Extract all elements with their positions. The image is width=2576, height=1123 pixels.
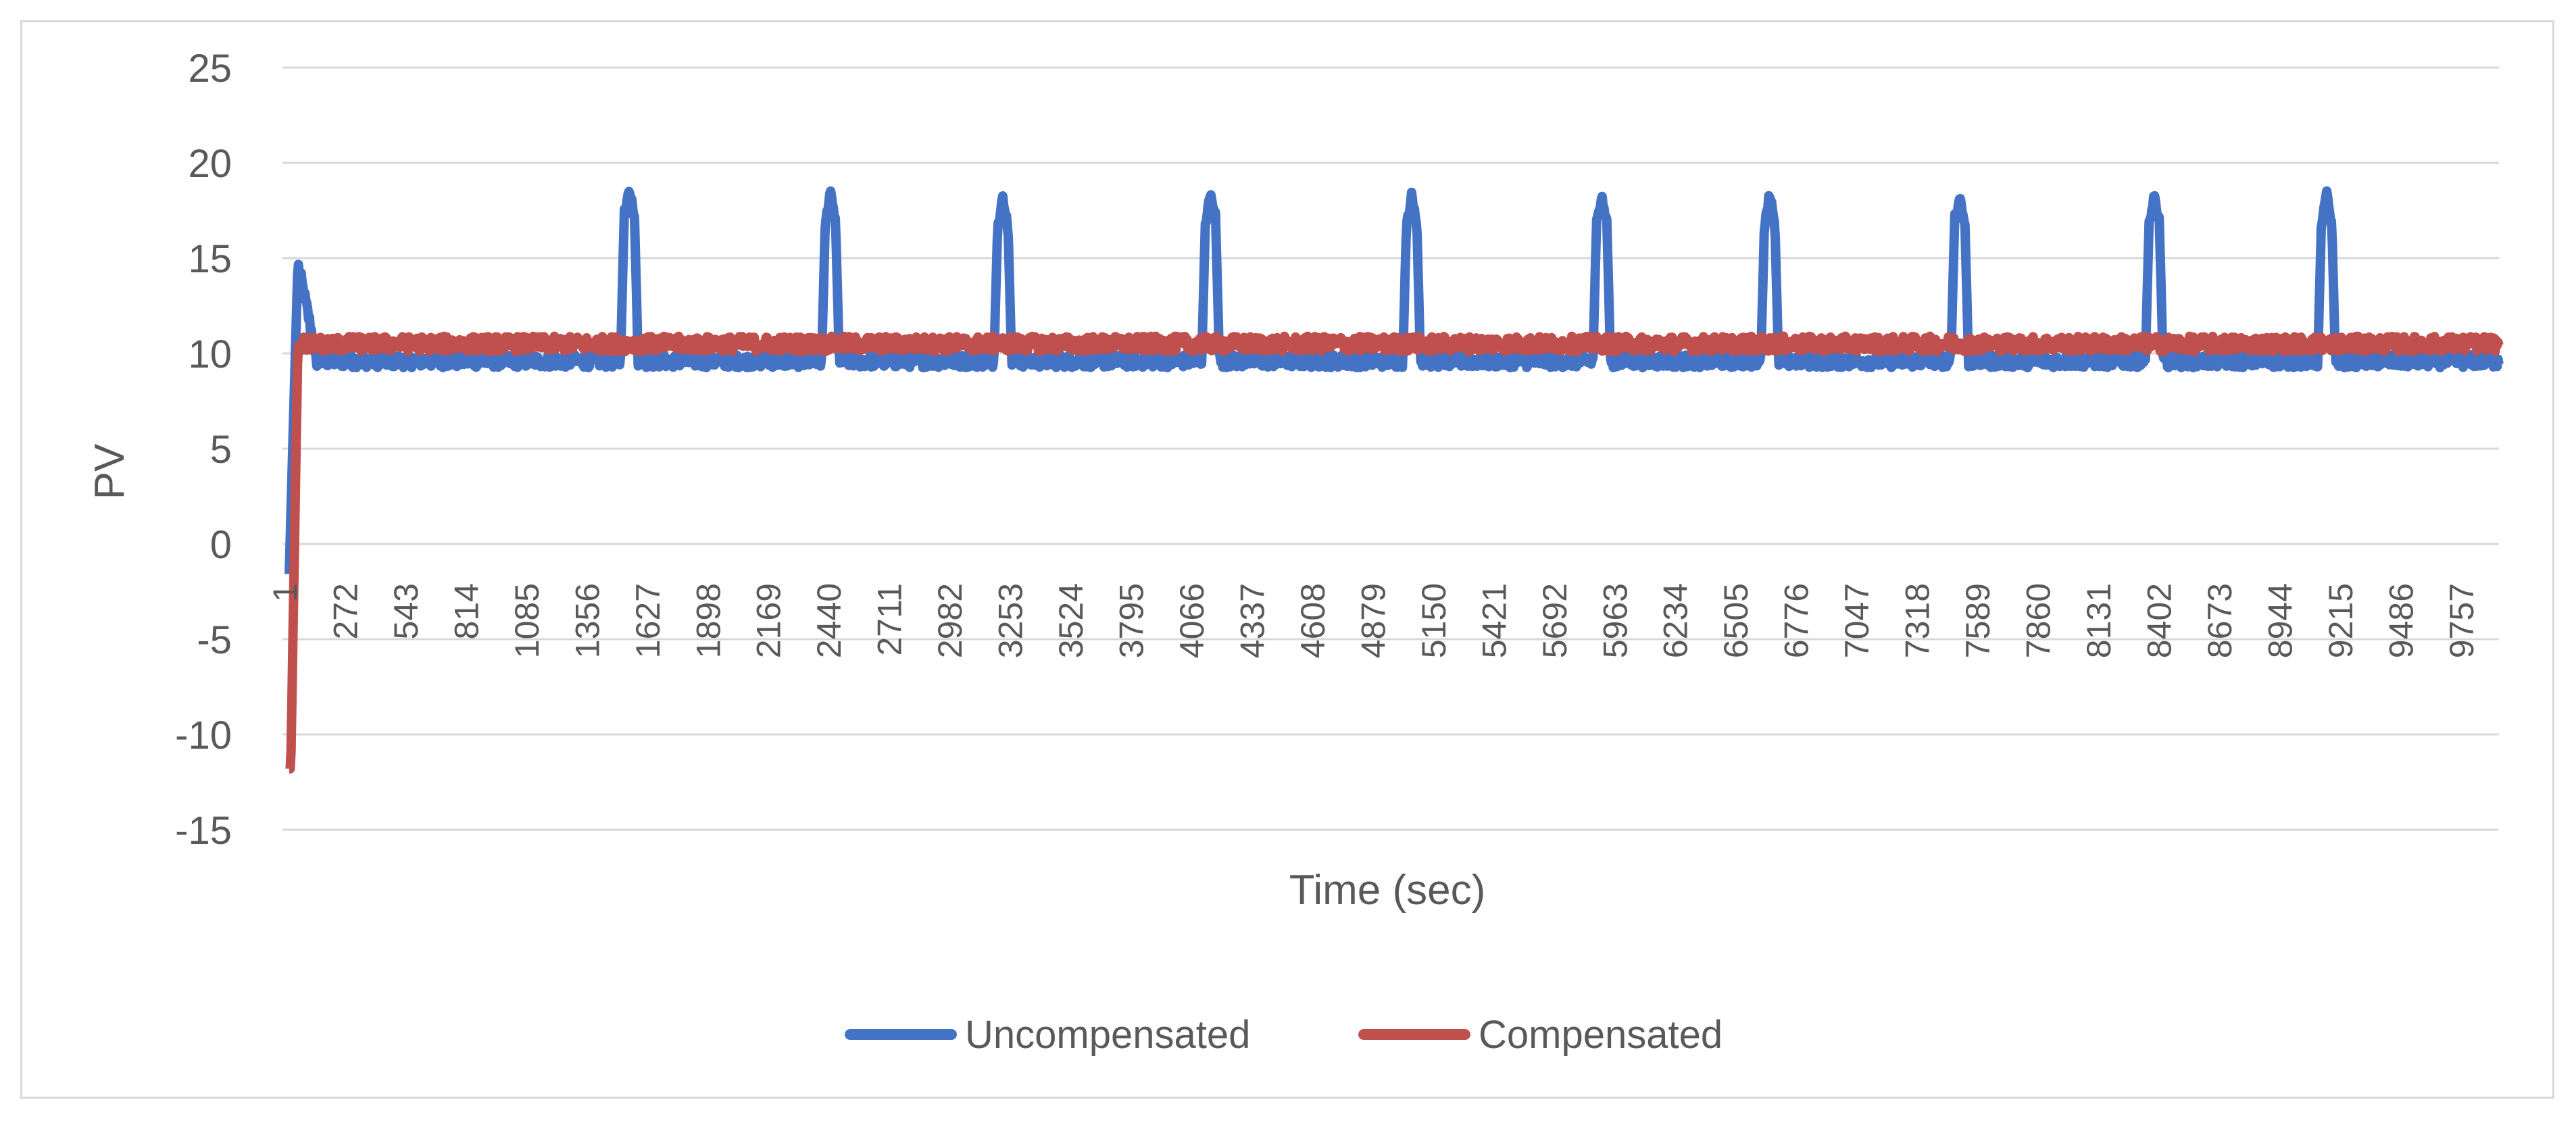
x-tick-label: 7318	[1899, 583, 1937, 658]
x-tick-label: 3253	[992, 583, 1030, 658]
x-tick-label: 4879	[1354, 583, 1392, 658]
legend-label: Compensated	[1479, 1013, 1723, 1057]
x-tick-label: 4337	[1233, 583, 1271, 658]
y-tick-label: 15	[188, 237, 232, 281]
x-tick-label: 8402	[2140, 583, 2178, 658]
x-tick-label: 3795	[1113, 583, 1151, 658]
x-tick-label: 3524	[1052, 583, 1090, 658]
x-tick-label: 8673	[2201, 583, 2239, 658]
chart-frame: -15 -10 -5 0 5 10 15 20 25 1 272 543 814 1085 1356 162…	[20, 20, 2554, 1099]
y-tick-label: 25	[188, 47, 232, 91]
x-tick-label: 272	[326, 583, 364, 639]
line-chart: -15 -10 -5 0 5 10 15 20 25 1 272 543 814 1085 1356 162…	[86, 47, 2504, 1057]
x-tick-label: 543	[387, 583, 425, 639]
x-tick-label: 1	[266, 583, 304, 602]
legend-label: Uncompensated	[965, 1013, 1250, 1057]
x-tick-label: 2440	[810, 583, 848, 658]
y-axis-label: PV	[86, 443, 133, 499]
x-tick-label: 6505	[1717, 583, 1755, 658]
x-tick-label: 7589	[1959, 583, 1997, 658]
x-tick-label: 9215	[2322, 583, 2360, 658]
x-tick-label: 7860	[2020, 583, 2058, 658]
y-tick-label: -5	[197, 618, 232, 662]
y-tick-label: -10	[175, 714, 232, 757]
x-tick-label: 5150	[1415, 583, 1453, 658]
x-tick-label: 1627	[629, 583, 667, 658]
x-tick-label: 1898	[689, 583, 727, 658]
x-tick-label: 4066	[1173, 583, 1211, 658]
x-tick-label: 9757	[2443, 583, 2481, 658]
y-tick-label: 5	[210, 428, 232, 472]
x-tick-label: 7047	[1838, 583, 1876, 658]
x-tick-label: 2982	[931, 583, 969, 658]
x-axis-ticks: 1 272 543 814 1085 1356 1627 1898 2169 2440 2711 29…	[266, 583, 2481, 658]
y-tick-label: 0	[210, 523, 232, 567]
x-tick-label: 2711	[871, 583, 909, 656]
gridlines	[282, 66, 2499, 831]
series-uncompensated-line	[284, 186, 2504, 574]
y-axis-ticks: -15 -10 -5 0 5 10 15 20 25	[175, 47, 232, 853]
x-tick-label: 4608	[1294, 583, 1332, 658]
x-tick-label: 5692	[1536, 583, 1574, 658]
y-tick-label: -15	[175, 809, 232, 853]
x-tick-label: 5963	[1596, 583, 1634, 658]
x-tick-label: 814	[447, 583, 485, 639]
x-tick-label: 1356	[568, 583, 606, 658]
x-tick-label: 8944	[2261, 583, 2299, 658]
x-tick-label: 1085	[508, 583, 546, 658]
x-tick-label: 6776	[1778, 583, 1816, 658]
x-tick-label: 5421	[1475, 583, 1513, 658]
x-tick-label: 2169	[750, 583, 788, 658]
x-tick-label: 8131	[2080, 583, 2118, 658]
x-tick-label: 9486	[2382, 583, 2420, 658]
y-tick-label: 10	[188, 332, 232, 376]
y-tick-label: 20	[188, 142, 232, 186]
series-compensated-line	[285, 331, 2504, 774]
legend: Uncompensated Compensated	[845, 1013, 1723, 1057]
x-axis-label: Time (sec)	[1289, 867, 1485, 914]
series-layer	[284, 186, 2504, 774]
x-tick-label: 6234	[1657, 583, 1695, 658]
